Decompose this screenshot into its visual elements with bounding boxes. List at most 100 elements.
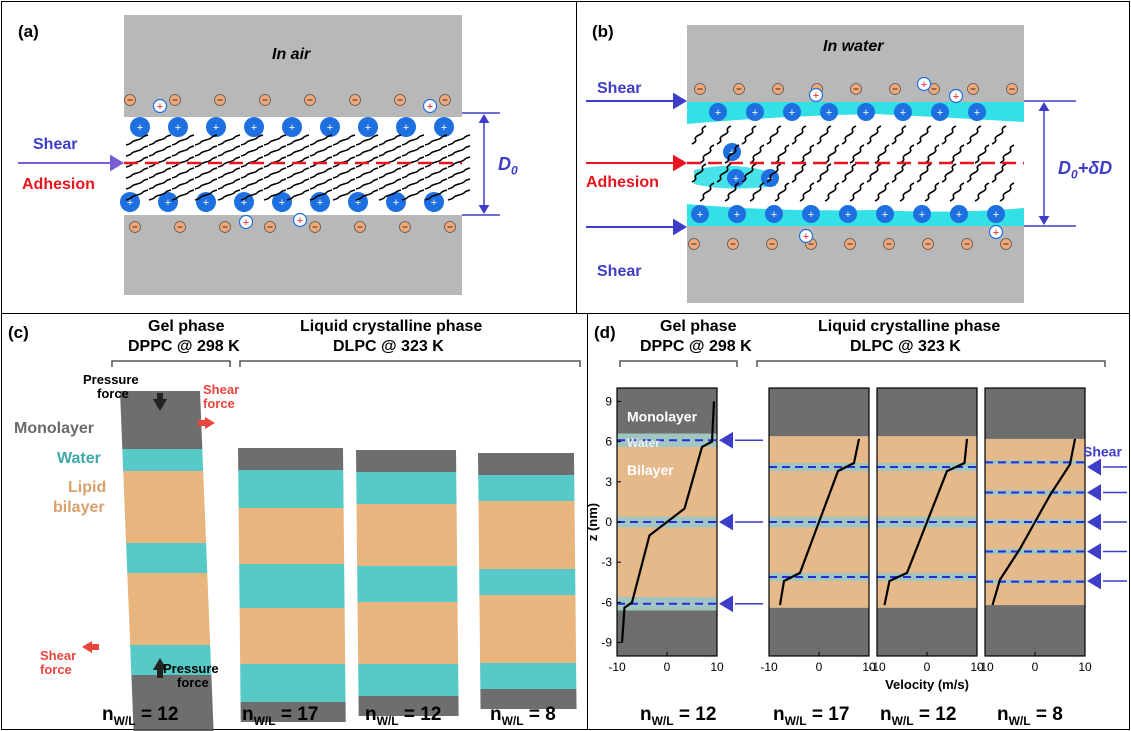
headgroup-ion [130,117,150,137]
phase-bracket [756,360,1106,367]
lipid-tail [217,145,241,157]
lipid-tail [447,145,471,157]
gel-layer-1 [122,449,204,471]
lipid-tail [263,134,287,146]
free-ion [292,212,308,228]
free-ion [916,76,932,92]
lc8-layer-3 [479,569,576,595]
water-band [985,489,1085,496]
water-band [877,572,977,581]
plus-sign: + [733,173,739,185]
lc17-layer-5 [240,664,346,702]
monolayer-text: Monolayer [627,408,698,424]
headgroup-ion [424,192,444,212]
lipid-tail [378,178,402,190]
lipid-tail [424,134,448,146]
lipid-tail [401,189,425,201]
lipid-tail [791,125,807,145]
lipid-tail [148,134,172,146]
lipid-tail [447,189,471,201]
pressure-arrow-bottom [152,658,168,670]
lipid-tail [974,144,990,164]
headgroup-ion [727,169,745,187]
distance-arrow-up [1038,102,1050,111]
headgroup-ion [206,117,226,137]
lipid-tail [355,178,379,190]
headgroup-ion [746,103,764,121]
lc-shear-arrow-head [1087,513,1101,531]
plus-sign: + [953,91,959,103]
x-tick-label: 0 [816,660,823,674]
bilayer-label: bilayer [53,499,105,516]
shear-bottom-label: Shear force [40,648,77,677]
lipid-tail [309,178,333,190]
headgroup-ion [876,205,894,223]
panel-b-adhesion-label: Adhesion [586,174,659,191]
headgroup-ion [282,117,302,137]
lipid-tail [401,167,425,179]
lipid-tail [899,144,915,164]
headgroup-ion [358,117,378,137]
lipid-tail [424,178,448,190]
lc-shear-arrow-head [1087,458,1101,476]
distance-arrow-down [478,205,490,214]
plus-sign: + [157,101,163,113]
lipid-tail [991,125,1007,145]
y-tick-label: -6 [601,595,612,609]
monolayer-region-bottom [769,607,869,656]
plus-sign: + [317,197,323,209]
phase-bracket [619,360,738,367]
headgroup-ion [857,103,875,121]
velocity-profile-2 [778,438,861,606]
lipid-tail [424,167,448,179]
panel-a-diagram: + + + + + + + + + + + + + + + + + + + + + + [18,15,500,295]
lipid-tail [699,144,715,164]
lc12-layer-0 [356,450,457,472]
panel-a-medium: In air [272,46,311,63]
lipid-tail [924,182,940,202]
lipid-tail [824,144,840,164]
lipid-tail [194,178,218,190]
plus-sign: + [882,209,888,221]
lipid-tail [716,125,732,145]
lipid-tail [263,178,287,190]
plus-sign: + [771,209,777,221]
monolayer-region-top-ext [617,388,717,410]
plus-sign: + [826,107,832,119]
panel-c-n-label-2: nW/L = 17 [242,704,319,728]
lc12-layer-3 [357,566,458,602]
free-ion [808,87,824,103]
lipid-tail [874,144,890,164]
lipid-tail [401,134,425,146]
shear-arrow-head [110,154,124,172]
panel-c-gel-title: Gel phase [148,318,225,335]
plus-sign: + [863,107,869,119]
lipid-tail [240,145,264,157]
lipid-tail [194,167,218,179]
free-ion [988,224,1004,240]
lc17-layer-2 [238,508,345,564]
lc-shear-arrow-head [1087,484,1101,501]
headgroup-ion [386,192,406,212]
lc17-layer-6 [240,702,346,722]
headgroup-ion [244,117,264,137]
lipid-tail [999,144,1015,164]
lipid-tail [125,167,149,179]
lipid-tail [401,156,425,168]
lipid-tail [424,156,448,168]
headgroup-ion [783,103,801,121]
lipid-tail [424,189,448,201]
lipid-tail [263,167,287,179]
plus-sign: + [715,107,721,119]
lc8-layer-0 [478,453,575,475]
free-ion [948,88,964,104]
lipid-tail [741,125,757,145]
lc-shear-arrow-head [1087,572,1101,590]
lc8-layer-6 [480,689,577,709]
headgroup-ion [802,205,820,223]
lipid-tail [286,189,310,201]
plus-sign: + [289,122,295,134]
lipid-tail [355,167,379,179]
lipid-tail [378,167,402,179]
lipid-tail [240,167,264,179]
